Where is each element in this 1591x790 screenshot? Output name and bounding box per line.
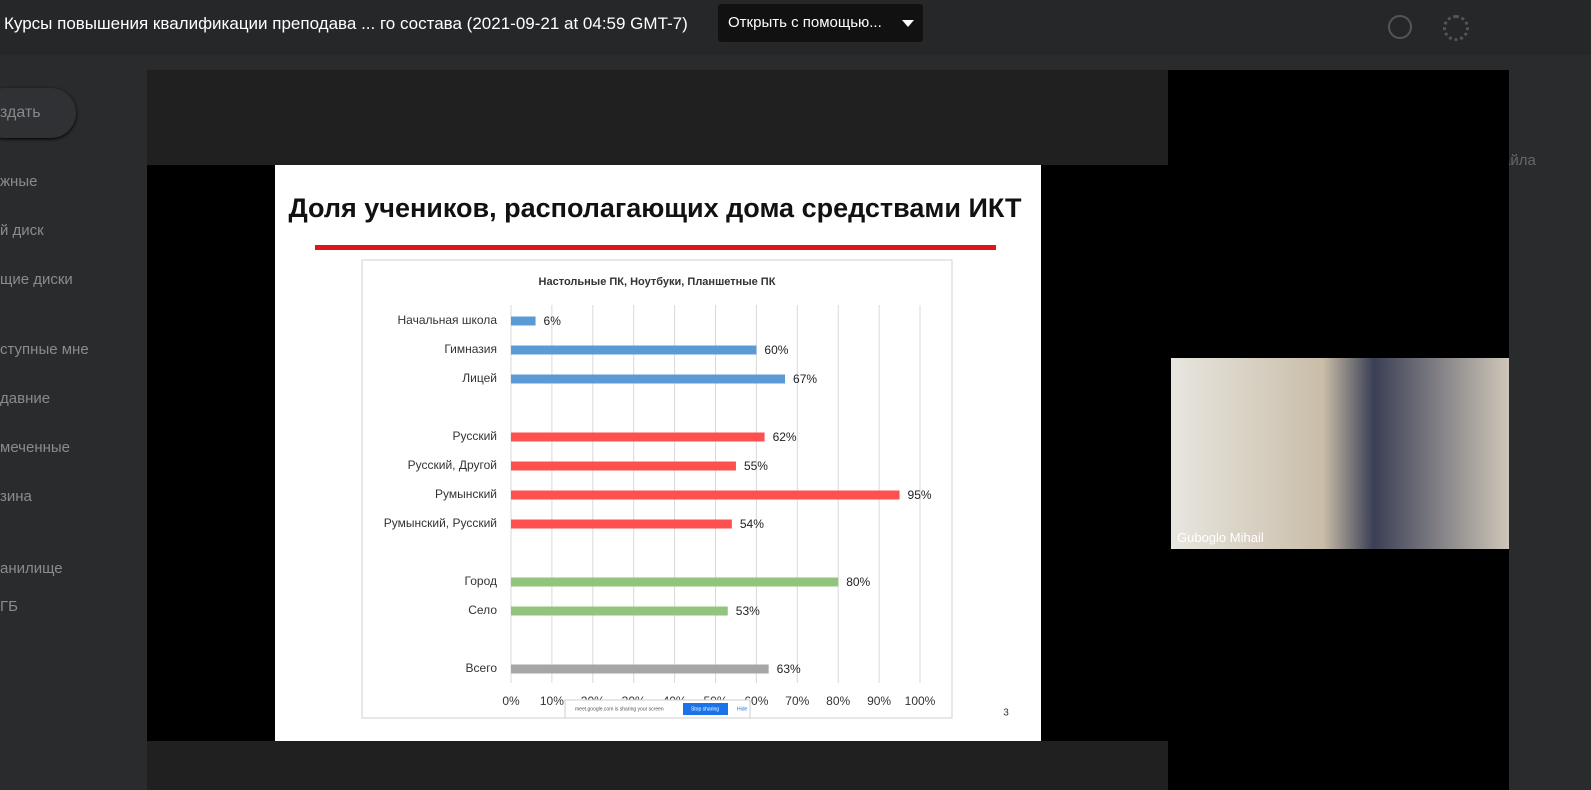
y-tick-label: Село	[468, 603, 497, 617]
dropdown-icon	[902, 20, 914, 27]
y-tick-label: Город	[465, 574, 497, 588]
participant-name: Guboglo Mihail	[1177, 530, 1264, 545]
sidebar-item[interactable]: щие диски	[0, 271, 73, 288]
bar	[511, 432, 765, 442]
slide-title: Доля учеников, располагающих дома средст…	[288, 193, 1022, 223]
value-label: 63%	[777, 662, 801, 676]
bar	[511, 577, 839, 587]
x-tick-label: 10%	[540, 694, 564, 708]
y-tick-label: Румынский	[435, 487, 497, 501]
value-label: 95%	[908, 488, 932, 502]
bar	[511, 664, 769, 674]
slide-number: 3	[1003, 708, 1009, 719]
x-tick-label: 70%	[785, 694, 809, 708]
webcam-tile: Guboglo Mihail	[1171, 358, 1509, 549]
value-label: 53%	[736, 604, 760, 618]
bar	[511, 374, 786, 384]
value-label: 54%	[740, 517, 764, 531]
sidebar-item[interactable]: ГБ	[0, 598, 18, 615]
bar	[511, 519, 732, 529]
sidebar-item[interactable]: давние	[0, 390, 51, 407]
value-label: 62%	[773, 430, 797, 444]
x-tick-label: 100%	[905, 694, 936, 708]
chart-subtitle: Настольные ПК, Ноутбуки, Планшетные ПК	[539, 276, 776, 288]
stop-sharing-button[interactable]	[683, 703, 728, 715]
value-label: 6%	[544, 314, 562, 328]
bar	[511, 461, 736, 471]
value-label: 55%	[744, 459, 768, 473]
sidebar-item[interactable]: анилище	[0, 560, 63, 577]
bar	[511, 490, 900, 500]
x-tick-label: 0%	[502, 694, 520, 708]
open-with-button[interactable]: Открыть с помощью...	[718, 4, 923, 42]
video-bottom-strip	[147, 741, 1168, 790]
create-label: здать	[0, 104, 41, 121]
sidebar-item[interactable]: й диск	[0, 222, 44, 239]
value-label: 80%	[846, 575, 870, 589]
create-button[interactable]: здать	[0, 88, 76, 138]
help-icon[interactable]	[1388, 15, 1412, 39]
file-title: Курсы повышения квалификации преподава .…	[4, 14, 688, 33]
sidebar-item[interactable]: жные	[0, 173, 38, 190]
value-label: 60%	[764, 343, 788, 357]
bar	[511, 606, 728, 616]
slide-bg	[275, 165, 1041, 741]
title-underline	[315, 245, 996, 250]
slide: Доля учеников, располагающих дома средст…	[275, 165, 1041, 741]
bar	[511, 316, 536, 326]
panel-text: айла	[1502, 152, 1536, 169]
x-tick-label: 80%	[826, 694, 850, 708]
open-with-label: Открыть с помощью...	[728, 14, 882, 31]
sidebar-item[interactable]: зина	[0, 488, 32, 505]
hide-label: Hide	[737, 706, 748, 712]
sidebar-item[interactable]: ступные мне	[0, 341, 89, 358]
y-tick-label: Румынский, Русский	[384, 516, 497, 530]
y-tick-label: Русский	[452, 429, 497, 443]
share-text: meet.google.com is sharing your screen	[575, 706, 664, 712]
y-tick-label: Лицей	[462, 371, 497, 385]
video-top-strip	[147, 70, 1168, 165]
sidebar-item[interactable]: меченные	[0, 439, 71, 456]
bar	[511, 345, 757, 355]
stop-sharing-label: Stop sharing	[691, 706, 719, 712]
y-tick-label: Гимназия	[444, 342, 497, 356]
y-tick-label: Русский, Другой	[408, 458, 497, 472]
y-tick-label: Всего	[466, 661, 498, 675]
settings-icon[interactable]	[1443, 15, 1469, 41]
x-tick-label: 90%	[867, 694, 891, 708]
value-label: 67%	[793, 372, 817, 386]
y-tick-label: Начальная школа	[398, 313, 498, 327]
